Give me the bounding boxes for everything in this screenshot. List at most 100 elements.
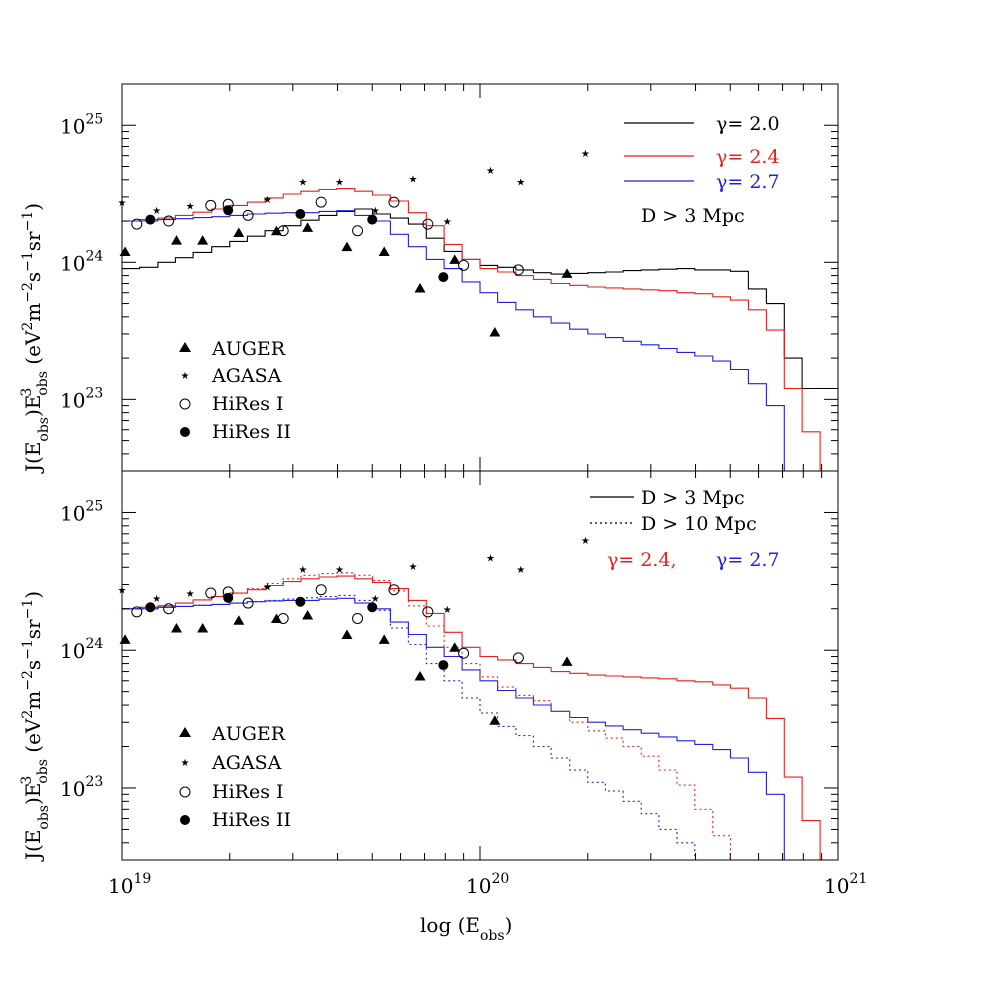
bottom-legend-marker-agasa: ⋆ [179, 750, 192, 774]
top-point-agasa: ⋆ [407, 166, 420, 190]
bottom-curve-2-4-d-10-mpc [122, 572, 767, 860]
top-data-legend: AUGER ⋆ AGASA HiRes I HiRes II [179, 338, 291, 443]
bottom-point-auger [449, 642, 461, 652]
bottom-point-auger [341, 629, 353, 640]
bottom-legend-marker-auger [179, 727, 191, 737]
top-point-agasa: ⋆ [579, 141, 592, 165]
bottom-point-hires-ii [367, 602, 378, 613]
top-curve-2-4 [122, 188, 838, 471]
top-legend-marker-hires-2 [180, 427, 190, 437]
top-point-agasa: ⋆ [441, 209, 454, 233]
x-tick-label: 1020 [466, 871, 509, 898]
top-panel-ticks [121, 83, 838, 472]
bottom-gamma-label-2-7: γ= 2.7 [716, 549, 780, 571]
bottom-point-agasa: ⋆ [297, 557, 310, 581]
top-legend-label-hires-1: HiRes I [212, 393, 284, 415]
top-legend-label-auger: AUGER [211, 338, 286, 360]
bottom-point-agasa: ⋆ [407, 554, 420, 578]
bottom-legend-label-agasa: AGASA [211, 752, 282, 774]
bottom-legend-label-auger: AUGER [211, 723, 286, 745]
bottom-point-auger [302, 610, 314, 620]
bottom-point-agasa: ⋆ [441, 597, 454, 621]
top-point-hires-ii [367, 214, 378, 225]
bottom-panel-curves [122, 572, 838, 860]
bottom-panel-ticks [121, 470, 838, 861]
bottom-point-hires-ii [145, 602, 156, 613]
top-legend-label-hires-2: HiRes II [212, 421, 291, 443]
bottom-panel-data-points: ⋆⋆⋆⋆⋆⋆⋆⋆⋆⋆⋆⋆⋆ [116, 528, 592, 725]
top-panel-data-points: ⋆⋆⋆⋆⋆⋆⋆⋆⋆⋆⋆⋆⋆ [116, 141, 592, 337]
bottom-point-agasa: ⋆ [579, 528, 592, 552]
x-axis-title: log (Eobs) [420, 913, 512, 944]
x-tick-labels: 1019 1020 1021 [108, 871, 867, 898]
bottom-point-auger [171, 622, 183, 633]
bottom-legend-label-d10: D > 10 Mpc [641, 513, 757, 535]
bottom-point-hires-i [205, 587, 217, 599]
bottom-legend-marker-hires-1 [179, 786, 191, 798]
bottom-point-agasa: ⋆ [515, 557, 528, 581]
bottom-point-auger [489, 715, 501, 725]
bottom-y-tick-label: 1024 [60, 636, 103, 663]
top-point-hires-ii [145, 214, 156, 225]
bottom-point-agasa: ⋆ [261, 575, 274, 599]
top-model-legend: γ= 2.0 γ= 2.4 γ= 2.7 D > 3 Mpc [624, 113, 780, 227]
bottom-y-tick-label: 1023 [60, 774, 103, 801]
bottom-model-legend: D > 3 Mpc D > 10 Mpc γ= 2.4, γ= 2.7 [590, 487, 780, 571]
top-point-auger [561, 268, 573, 278]
x-tick-label: 1019 [108, 871, 151, 898]
bottom-legend-label-hires-1: HiRes I [212, 781, 284, 803]
top-point-auger [414, 282, 426, 293]
bottom-point-hires-ii [438, 660, 449, 671]
bottom-point-hires-i [422, 606, 434, 618]
bottom-gamma-label-2-4: γ= 2.4, [607, 549, 677, 571]
top-y-tick-label: 1025 [60, 111, 103, 138]
bottom-point-hires-i [163, 603, 175, 615]
bottom-point-agasa: ⋆ [184, 581, 197, 605]
top-curve-2-7 [122, 210, 803, 471]
bottom-point-auger [561, 656, 573, 666]
top-point-agasa: ⋆ [515, 169, 528, 193]
bottom-point-hires-i [131, 606, 143, 618]
bottom-point-hires-i [352, 612, 364, 624]
top-point-hires-i [422, 218, 434, 230]
bottom-point-auger [197, 622, 209, 633]
top-legend-label-gamma-2-7: γ= 2.7 [716, 171, 780, 193]
bottom-point-hires-ii [295, 596, 306, 607]
top-legend-marker-hires-1 [179, 398, 191, 410]
top-point-hires-i [242, 209, 254, 221]
top-point-auger [449, 254, 461, 264]
top-legend-label-gamma-2-4: γ= 2.4 [716, 146, 780, 168]
top-point-hires-ii [223, 205, 234, 216]
top-point-auger [489, 327, 501, 337]
top-y-tick-label: 1024 [60, 248, 103, 275]
top-distance-note: D > 3 Mpc [641, 205, 745, 227]
bottom-panel-y-tick-labels: 1023 1024 1025 [60, 498, 103, 801]
top-legend-marker-agasa: ⋆ [179, 363, 192, 387]
top-point-auger [197, 235, 209, 245]
top-point-agasa: ⋆ [184, 193, 197, 217]
bottom-legend-label-hires-2: HiRes II [212, 809, 291, 831]
bottom-legend-label-d3: D > 3 Mpc [641, 487, 745, 509]
bottom-point-hires-i [388, 584, 400, 596]
top-point-hires-i [458, 259, 470, 271]
top-legend-marker-auger [179, 342, 191, 352]
top-point-auger [233, 227, 245, 237]
top-point-hires-i [388, 196, 400, 208]
top-point-hires-i [277, 225, 289, 237]
top-point-auger [378, 246, 390, 256]
top-point-hires-ii [295, 209, 306, 220]
top-legend-label-gamma-2-0: γ= 2.0 [716, 113, 780, 135]
bottom-y-axis-title: J(Eobs)E3obs (eV2m−2s−1sr−1) [19, 591, 52, 862]
top-point-agasa: ⋆ [333, 169, 346, 193]
bottom-y-tick-label: 1025 [60, 498, 103, 525]
bottom-point-hires-i [512, 652, 524, 664]
top-panel-curves [122, 188, 838, 471]
top-point-auger [341, 241, 353, 252]
bottom-panel-frame [121, 470, 839, 861]
top-point-agasa: ⋆ [297, 169, 310, 193]
bottom-point-agasa: ⋆ [484, 546, 497, 570]
top-point-hires-i [352, 225, 364, 237]
bottom-data-legend: AUGER ⋆ AGASA HiRes I HiRes II [179, 723, 291, 831]
